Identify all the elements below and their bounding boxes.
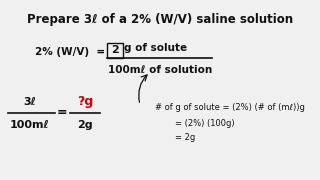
Text: =: = (57, 107, 67, 120)
Text: = (2%) (100g): = (2%) (100g) (175, 118, 235, 127)
Text: 3ℓ: 3ℓ (24, 97, 36, 107)
Text: # of g of solute = (2%) (# of (mℓ))g: # of g of solute = (2%) (# of (mℓ))g (155, 103, 305, 112)
Text: 100mℓ: 100mℓ (10, 120, 50, 130)
FancyBboxPatch shape (108, 43, 123, 58)
Text: 2g: 2g (77, 120, 93, 130)
Text: 100mℓ of solution: 100mℓ of solution (108, 65, 212, 75)
Text: Prepare 3ℓ of a 2% (W/V) saline solution: Prepare 3ℓ of a 2% (W/V) saline solution (27, 13, 293, 26)
Text: 2: 2 (111, 45, 119, 55)
Text: ?g: ?g (77, 96, 93, 109)
Text: g of solute: g of solute (124, 43, 187, 53)
Text: 2% (W/V)  =: 2% (W/V) = (35, 47, 105, 57)
Text: = 2g: = 2g (175, 132, 195, 141)
